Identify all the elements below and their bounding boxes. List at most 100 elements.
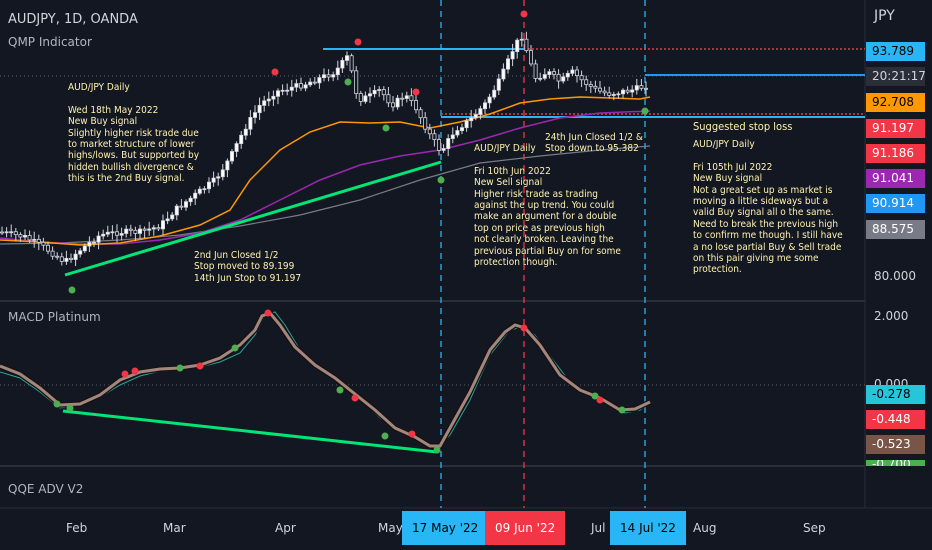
candle-body bbox=[418, 109, 423, 119]
candle-body bbox=[519, 38, 524, 41]
candle-body bbox=[115, 231, 120, 236]
macd-buy-dot bbox=[336, 386, 344, 394]
candle-body bbox=[579, 75, 584, 81]
candle-body bbox=[308, 81, 313, 86]
candle-body bbox=[455, 130, 460, 136]
candle-body bbox=[46, 244, 51, 252]
candle-body bbox=[124, 228, 129, 234]
candle-body bbox=[639, 85, 644, 89]
buy-signal-dot bbox=[344, 78, 352, 86]
candle-body bbox=[321, 74, 326, 78]
macd-sell-dot bbox=[264, 309, 272, 317]
candle-body bbox=[588, 84, 593, 87]
candle-body bbox=[105, 231, 110, 235]
candle-body bbox=[32, 238, 37, 241]
candle-body bbox=[202, 188, 207, 191]
macd-sell-dot bbox=[596, 396, 604, 404]
sell-signal-dot bbox=[271, 68, 279, 76]
candle-body bbox=[556, 73, 561, 82]
buy-signal-dot bbox=[437, 176, 445, 184]
candle-body bbox=[349, 55, 354, 72]
candle-body bbox=[275, 90, 280, 97]
ema-slow-line bbox=[0, 145, 651, 245]
candle-body bbox=[82, 245, 87, 252]
candle-body bbox=[367, 93, 372, 97]
candle-body bbox=[220, 169, 225, 178]
candle-body bbox=[616, 93, 621, 96]
candle-body bbox=[611, 94, 616, 96]
candle-body bbox=[206, 181, 211, 190]
candle-body bbox=[538, 77, 543, 80]
x-label-apr: Apr bbox=[275, 521, 296, 535]
candle-body bbox=[464, 120, 469, 129]
candle-body bbox=[621, 89, 626, 95]
candle-body bbox=[634, 85, 639, 91]
candle-body bbox=[575, 69, 580, 77]
x-tag-09jun: 09 Jun '22 bbox=[485, 511, 566, 545]
candle-body bbox=[317, 77, 322, 84]
symbol-title[interactable]: AUDJPY, 1D, OANDA bbox=[8, 12, 138, 27]
qqe-pane-title[interactable]: QQE ADV V2 bbox=[8, 482, 84, 496]
candle-body bbox=[377, 89, 382, 91]
candle-body bbox=[487, 96, 492, 104]
candle-body bbox=[312, 81, 317, 84]
x-label-sep: Sep bbox=[803, 521, 826, 535]
candle-body bbox=[216, 176, 221, 179]
candle-body bbox=[298, 83, 303, 89]
candle-body bbox=[358, 93, 363, 102]
price-tag-stop-red: 91.197 bbox=[866, 119, 925, 138]
macd-buy-dot bbox=[381, 432, 389, 440]
candle-body bbox=[570, 69, 575, 74]
candle-body bbox=[331, 74, 336, 78]
candle-body bbox=[413, 100, 418, 111]
x-label-feb: Feb bbox=[66, 521, 88, 535]
candle-body bbox=[372, 90, 377, 95]
candle-body bbox=[561, 76, 566, 82]
candle-body bbox=[289, 86, 294, 91]
candle-body bbox=[13, 231, 18, 236]
candle-body bbox=[501, 68, 506, 80]
candle-body bbox=[248, 117, 253, 130]
candlestick-series bbox=[0, 31, 649, 267]
candle-body bbox=[446, 138, 451, 149]
candle-body bbox=[450, 134, 455, 139]
annotation-sell-10jun: AUD/JPY Daily Fri 10th Jun 2022 New Sell… bbox=[474, 143, 621, 269]
currency-label: JPY bbox=[874, 8, 895, 24]
candle-body bbox=[510, 51, 515, 60]
candle-body bbox=[363, 95, 368, 102]
candle-body bbox=[584, 79, 589, 85]
candle-body bbox=[593, 85, 598, 89]
macd-tag-green: -0.700 bbox=[866, 460, 925, 466]
candle-body bbox=[257, 104, 262, 114]
candle-body bbox=[294, 83, 299, 88]
price-trendline bbox=[64, 160, 442, 277]
candle-body bbox=[119, 233, 124, 236]
macd-pane-title[interactable]: MACD Platinum bbox=[8, 310, 101, 324]
candle-body bbox=[188, 197, 193, 203]
price-axis-label-80: 80.000 bbox=[874, 269, 916, 283]
x-tag-14jul: 14 Jul '22 bbox=[610, 511, 686, 545]
macd-axis-label-top: 2.000 bbox=[874, 309, 909, 323]
candle-body bbox=[340, 60, 345, 69]
macd-sell-dot bbox=[121, 370, 129, 378]
candle-body bbox=[262, 100, 267, 106]
candle-body bbox=[41, 241, 46, 246]
candle-body bbox=[50, 250, 55, 257]
candle-body bbox=[427, 128, 432, 135]
candle-body bbox=[436, 139, 441, 151]
candle-body bbox=[598, 87, 603, 92]
candle-body bbox=[630, 89, 635, 93]
price-tag-buy-level: 93.789 bbox=[866, 42, 925, 61]
x-label-jul: Jul bbox=[591, 521, 606, 535]
macd-tag-macd: -0.523 bbox=[866, 435, 925, 454]
candle-body bbox=[156, 227, 161, 230]
candle-body bbox=[92, 241, 97, 244]
candle-body bbox=[73, 253, 78, 260]
candle-body bbox=[473, 114, 478, 119]
candle-body bbox=[165, 218, 170, 222]
candle-body bbox=[326, 74, 331, 78]
candle-body bbox=[404, 95, 409, 99]
indicator-label[interactable]: QMP Indicator bbox=[8, 35, 92, 49]
macd-buy-dot bbox=[66, 404, 74, 412]
